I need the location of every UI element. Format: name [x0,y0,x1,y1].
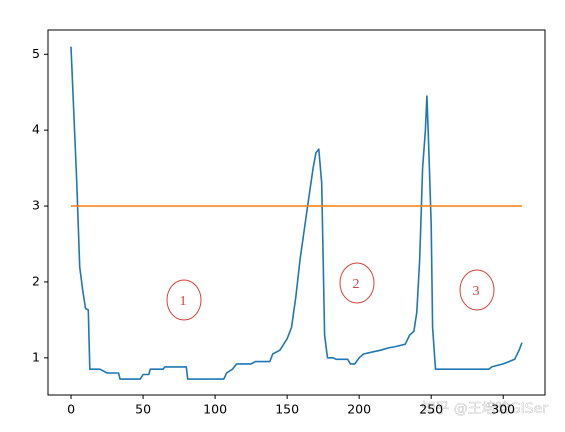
y-tick-label: 2 [32,273,40,288]
y-tick-label: 4 [32,122,40,137]
annotation-circle [459,269,495,311]
annotation-circle [339,262,375,304]
annotation: 2 [353,277,360,292]
annotation: 3 [473,284,480,299]
annotation-circle [166,279,202,321]
x-tick-label: 150 [275,402,299,417]
line [70,46,523,380]
x-tick-label: 50 [135,402,151,417]
x-tick-label: 200 [347,402,371,417]
y-tick-label: 5 [32,46,40,61]
annotation: 1 [180,294,187,309]
y-tick-label: 1 [32,349,40,364]
watermark: 知乎 @王培晗GISer [421,400,548,417]
x-tick-label: 0 [67,402,75,417]
x-tick-label: 100 [203,402,227,417]
x-tick-label: 250 [419,402,443,417]
y-tick-label: 3 [32,198,40,213]
x-tick-label: 300 [491,402,515,417]
axes-frame [47,29,546,396]
